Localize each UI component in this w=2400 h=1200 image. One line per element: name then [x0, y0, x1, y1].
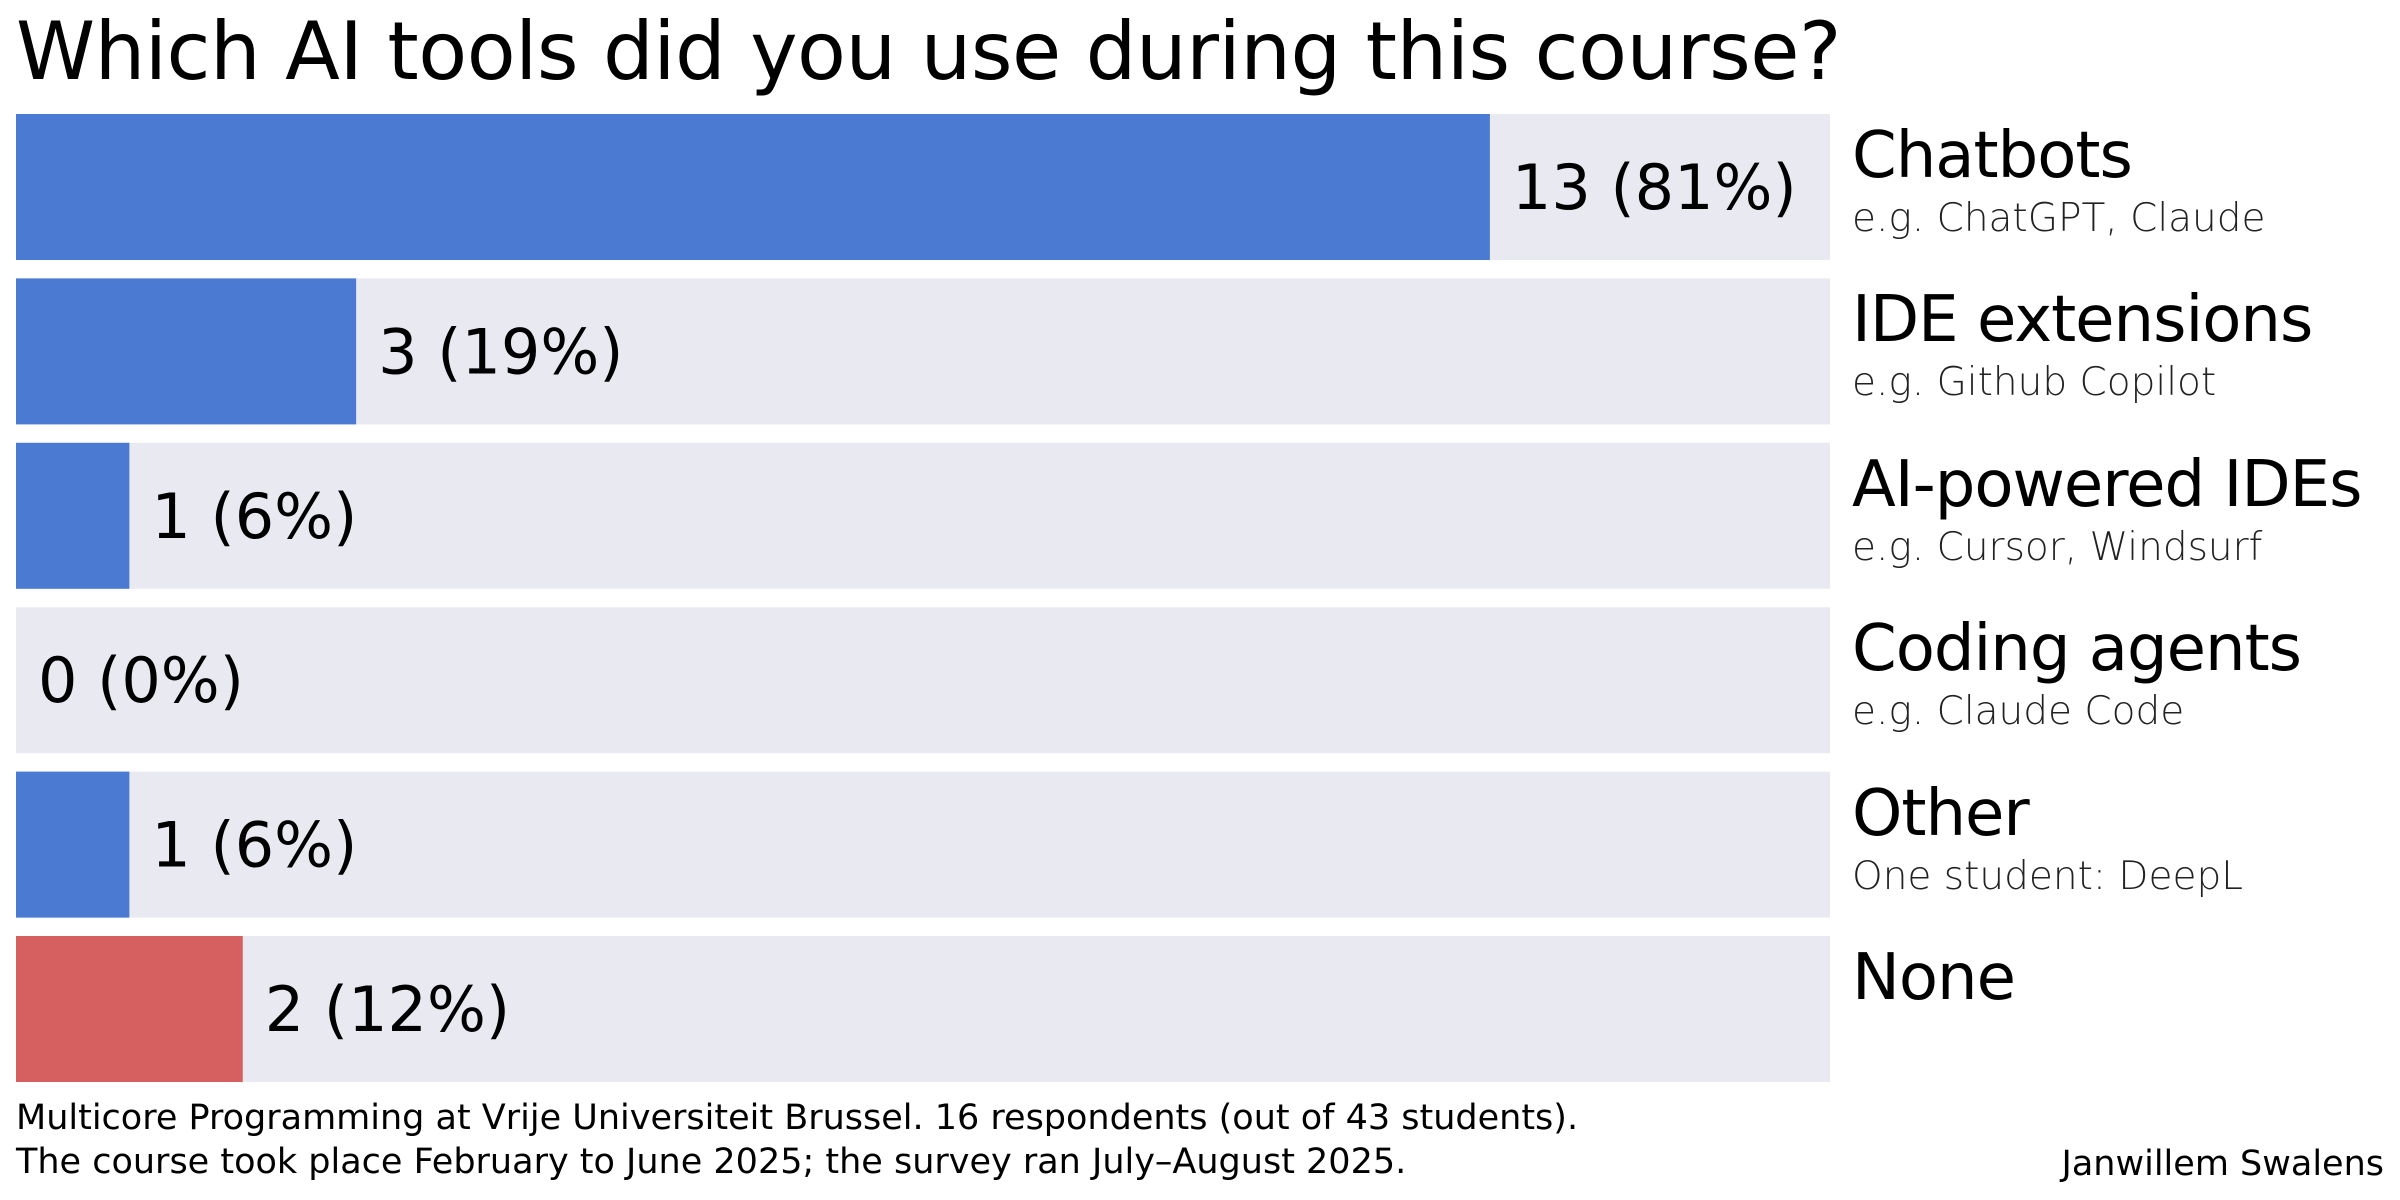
bar-row: 0 (0%) — [16, 607, 1830, 754]
bar — [16, 278, 357, 425]
bar-chart: 13 (81%) 3 (19%) 1 (6%) 0 (0%) 1 (6%) 2 (12%) — [16, 114, 1830, 1086]
bar — [16, 442, 130, 589]
bar-value-label: 3 (19%) — [378, 315, 623, 388]
category-label: Chatbots e.g. ChatGPT, Claude — [1852, 116, 2400, 242]
bar — [16, 936, 243, 1082]
bar — [16, 114, 1490, 260]
category-description: e.g. Github Copilot — [1852, 360, 2217, 406]
bar — [16, 771, 130, 918]
bar-value-label: 13 (81%) — [1512, 151, 1797, 224]
category-label: IDE extensions e.g. Github Copilot — [1852, 280, 2400, 406]
category-label: AI-powered IDEs e.g. Cursor, Windsurf — [1852, 445, 2400, 571]
bar-track — [16, 936, 1830, 1082]
bar-chart-svg: 13 (81%) 3 (19%) 1 (6%) 0 (0%) 1 (6%) 2 (12%) — [16, 114, 1830, 1082]
bar-row: 13 (81%) — [16, 114, 1830, 260]
bar-value-label: 1 (6%) — [151, 480, 357, 553]
bar-track — [16, 442, 1830, 589]
footer-note: Multicore Programming at Vrije Universit… — [16, 1098, 1579, 1182]
bar-value-label: 0 (0%) — [38, 644, 244, 717]
bar-track — [16, 771, 1830, 918]
category-name: Chatbots — [1852, 119, 2133, 193]
author-credit: Janwillem Swalens — [2061, 1144, 2384, 1184]
bar-row: 1 (6%) — [16, 771, 1830, 918]
category-name: Coding agents — [1852, 612, 2302, 687]
bar-value-label: 2 (12%) — [265, 973, 510, 1046]
bar-row: 2 (12%) — [16, 936, 1830, 1082]
category-name: AI-powered IDEs — [1852, 447, 2362, 522]
chart-title: Which AI tools did you use during this c… — [16, 5, 1841, 98]
category-name: None — [1852, 941, 2016, 1015]
category-labels: Chatbots e.g. ChatGPT, Claude IDE extensio… — [1852, 114, 2392, 1086]
category-name: Other — [1852, 776, 2030, 851]
category-description: e.g. Claude Code — [1852, 689, 2185, 735]
category-description: e.g. ChatGPT, Claude — [1852, 196, 2266, 241]
category-name: IDE extensions — [1852, 283, 2313, 358]
category-description: e.g. Cursor, Windsurf — [1852, 524, 2263, 570]
bar-row: 3 (19%) — [16, 278, 1830, 425]
category-description: One student: DeepL — [1852, 853, 2243, 899]
bar-track — [16, 607, 1830, 754]
category-label: Other One student: DeepL — [1852, 774, 2400, 900]
bar-value-label: 1 (6%) — [151, 809, 357, 882]
category-label: Coding agents e.g. Claude Code — [1852, 609, 2400, 735]
bar-row: 1 (6%) — [16, 442, 1830, 589]
category-label: None — [1852, 938, 2400, 1018]
